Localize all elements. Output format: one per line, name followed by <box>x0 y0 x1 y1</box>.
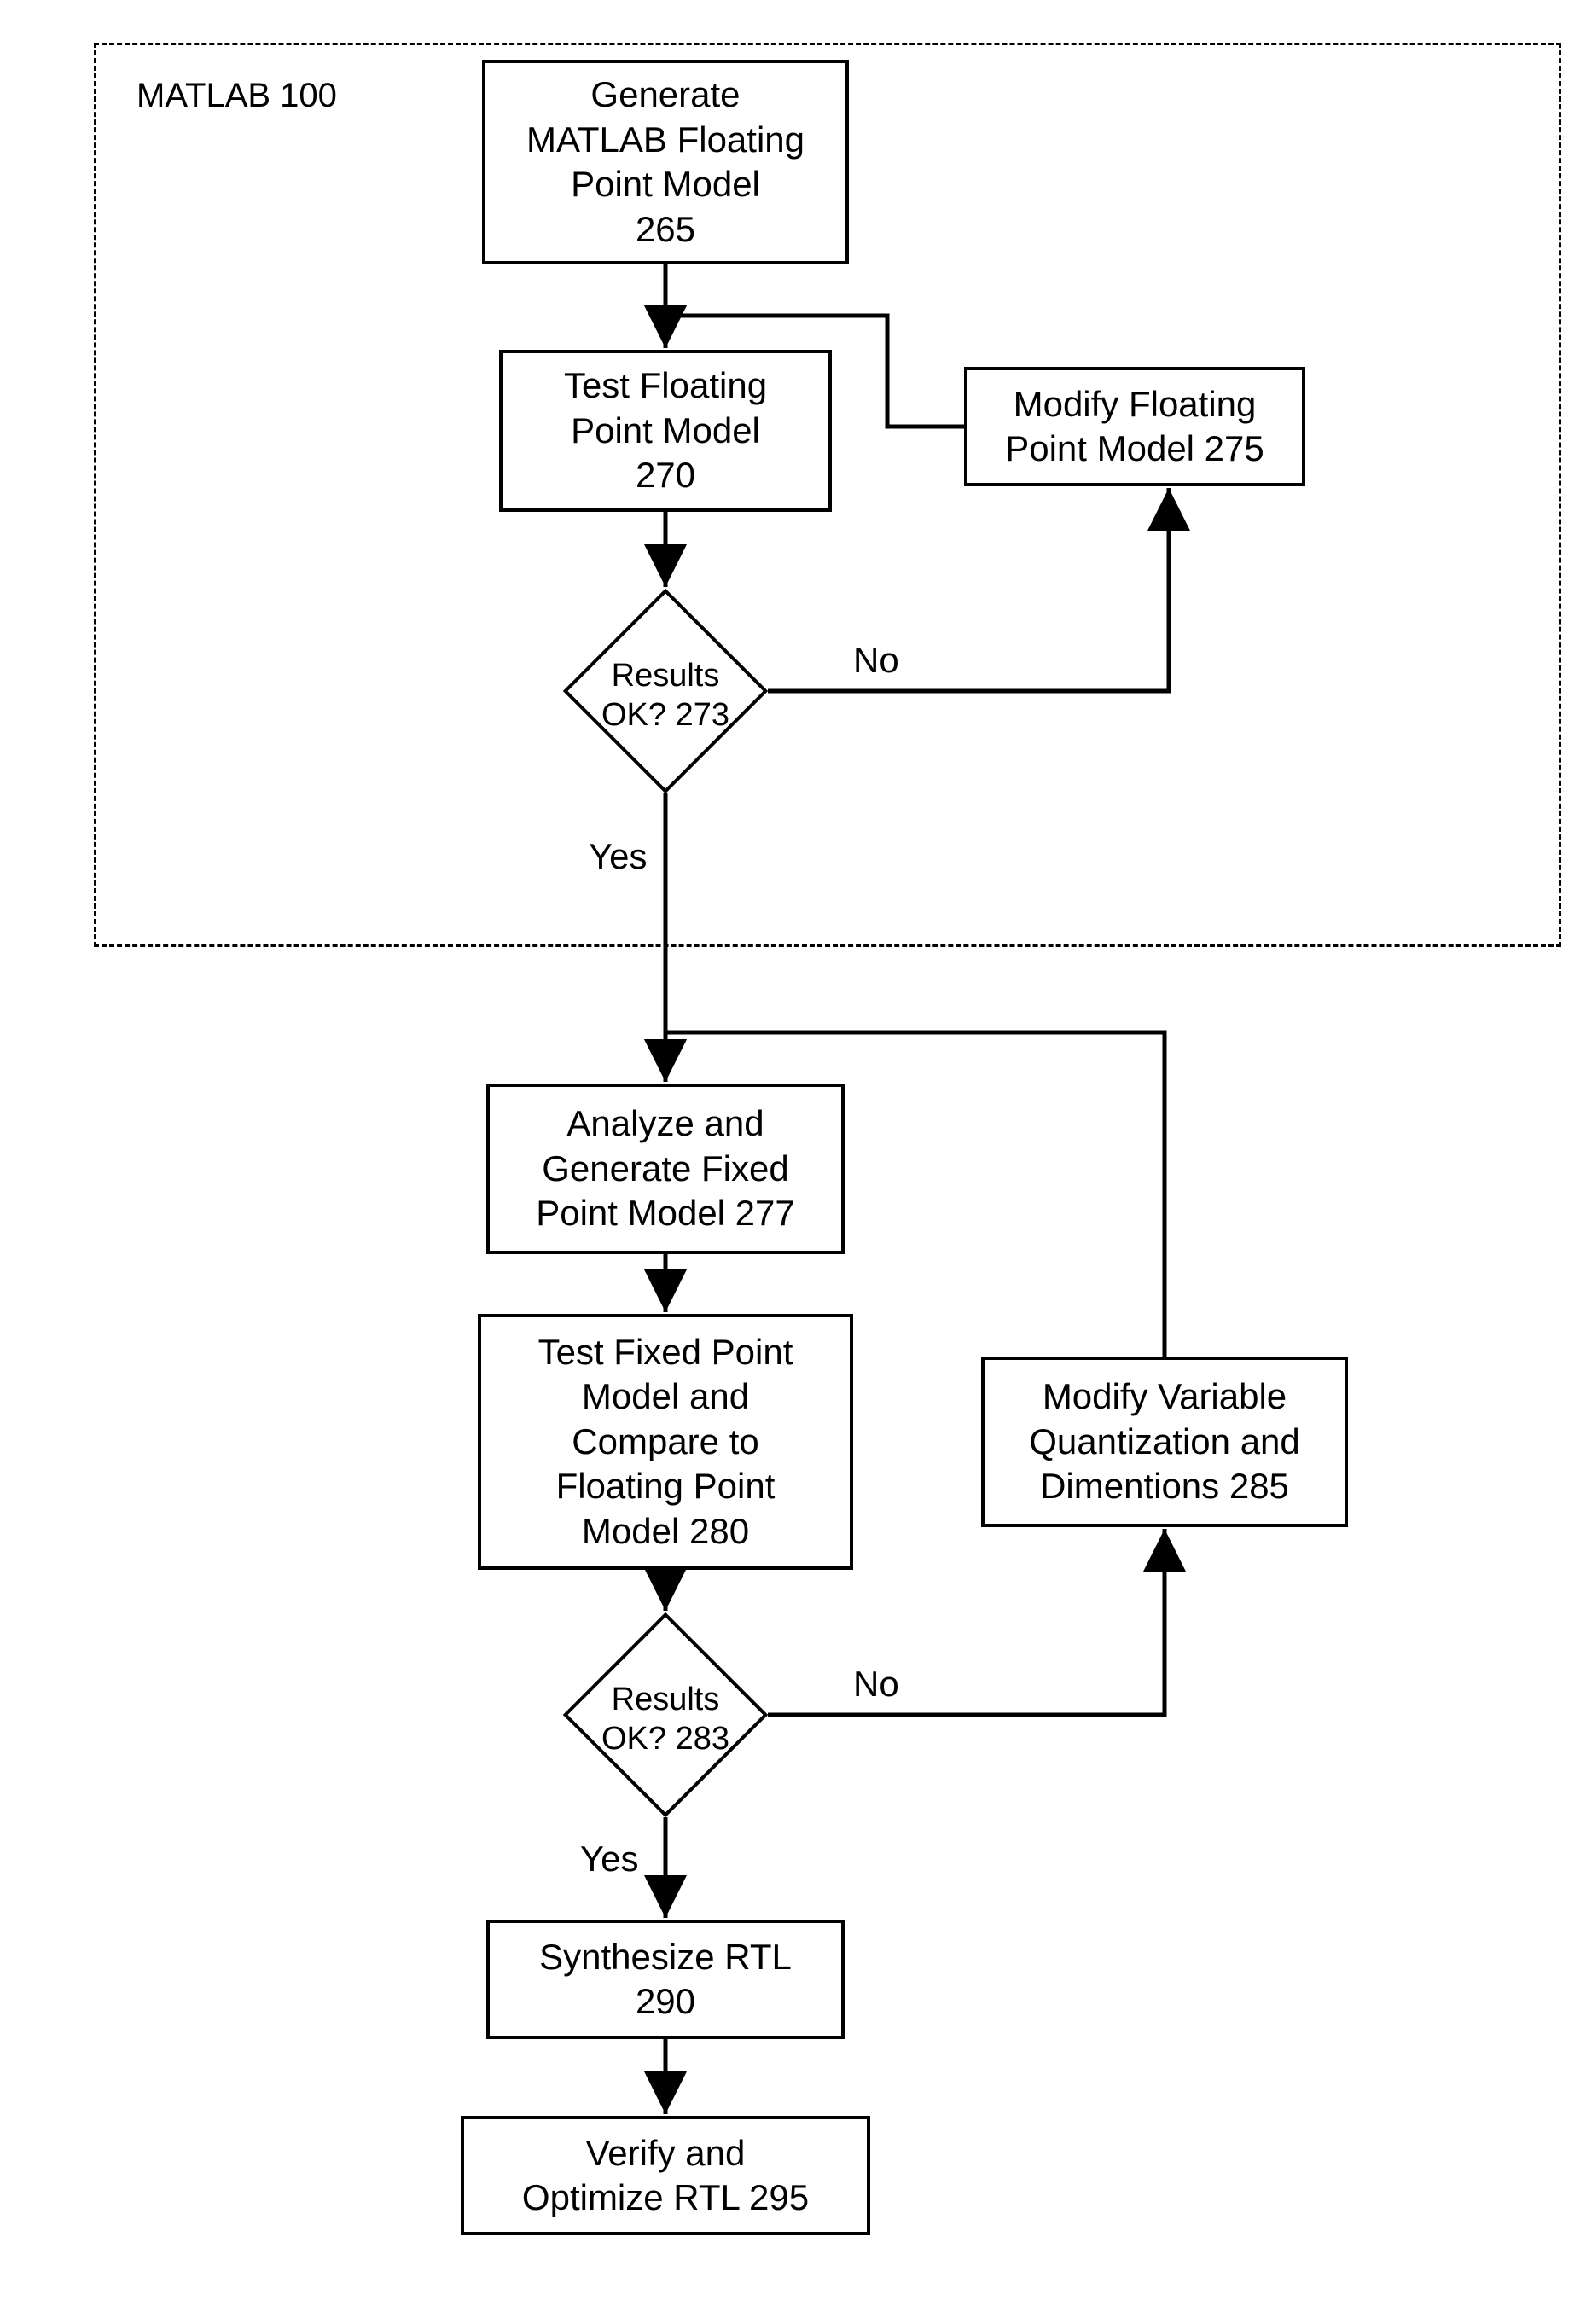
node-277-analyze-fixed: Analyze andGenerate FixedPoint Model 277 <box>486 1084 845 1254</box>
node-270-test-float: Test FloatingPoint Model270 <box>499 350 832 512</box>
node-280-test-fixed: Test Fixed PointModel andCompare toFloat… <box>478 1314 853 1570</box>
label-yes-273: Yes <box>589 836 648 877</box>
label-no-283: No <box>853 1664 899 1705</box>
node-295-verify-rtl: Verify andOptimize RTL 295 <box>461 2116 870 2235</box>
label-yes-283: Yes <box>580 1839 639 1880</box>
node-275-modify-float: Modify FloatingPoint Model 275 <box>964 367 1305 486</box>
node-290-synth-rtl: Synthesize RTL290 <box>486 1920 845 2039</box>
node-265-generate-float: GenerateMATLAB FloatingPoint Model265 <box>482 60 849 264</box>
flowchart-canvas: MATLAB 100 GenerateMATLAB FloatingPoint … <box>0 0 1586 2324</box>
decision-283 <box>563 1612 768 1817</box>
matlab-group-label: MATLAB 100 <box>137 77 337 115</box>
label-no-273: No <box>853 640 899 681</box>
node-285-modify-quant: Modify VariableQuantization andDimention… <box>981 1357 1348 1527</box>
